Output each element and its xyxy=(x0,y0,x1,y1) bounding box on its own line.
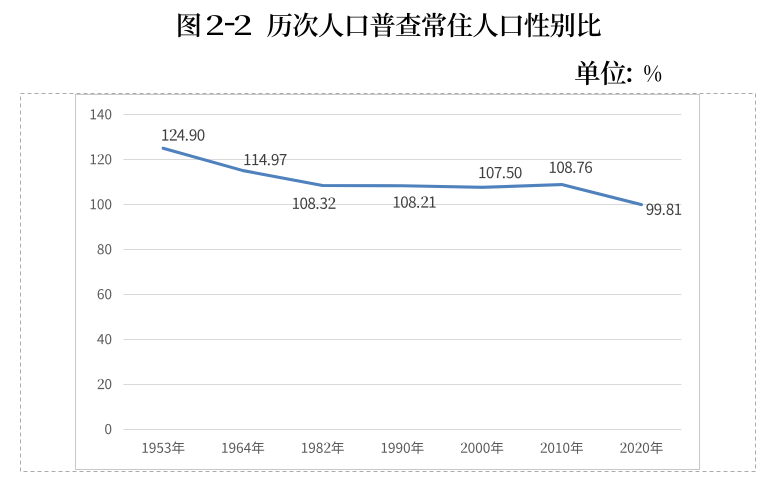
canvas-frame xyxy=(20,93,756,472)
glyph xyxy=(370,12,395,38)
chart-area-border xyxy=(75,94,700,470)
glyph xyxy=(550,13,575,38)
glyph xyxy=(178,13,201,38)
chart-title xyxy=(178,12,601,38)
glyph xyxy=(417,205,420,208)
glyph xyxy=(575,60,600,86)
glyph xyxy=(185,138,188,141)
glyph xyxy=(578,13,601,38)
glyph xyxy=(234,15,251,36)
glyph xyxy=(422,12,447,38)
glyph xyxy=(293,12,319,38)
glyph xyxy=(225,22,235,26)
glyph xyxy=(662,212,665,216)
glyph xyxy=(267,13,292,38)
glyph xyxy=(318,13,344,38)
glyph xyxy=(502,176,505,179)
glyph xyxy=(644,65,662,82)
glyph xyxy=(447,12,473,38)
glyph xyxy=(206,15,224,36)
glyph xyxy=(316,206,319,210)
series-line xyxy=(161,146,643,207)
glyph xyxy=(396,12,421,37)
glyph xyxy=(347,15,368,37)
glyph xyxy=(473,13,498,38)
unit-label xyxy=(575,60,662,86)
glyph xyxy=(524,12,550,38)
glyph xyxy=(501,15,523,37)
glyph xyxy=(627,67,632,83)
glyph xyxy=(600,60,626,86)
glyph xyxy=(267,163,270,166)
glyph xyxy=(573,170,576,174)
